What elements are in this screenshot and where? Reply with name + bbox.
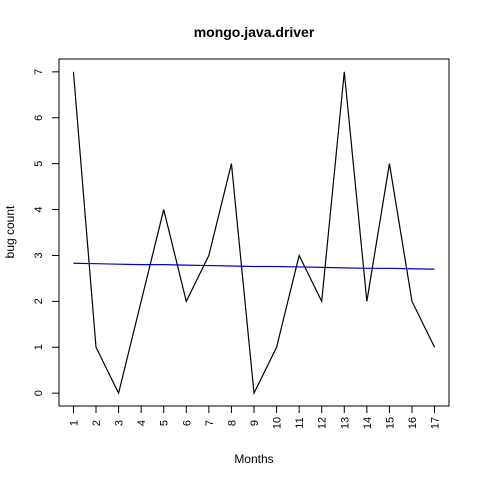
chart-title: mongo.java.driver	[194, 24, 315, 40]
x-tick-label: 2	[91, 420, 103, 426]
x-tick-label: 4	[136, 420, 148, 426]
x-tick-label: 10	[272, 417, 284, 429]
y-tick-label: 3	[33, 252, 45, 258]
bug-count-line	[72, 71, 436, 396]
x-tick-label: 8	[226, 420, 238, 426]
y-axis-label: bug count	[3, 205, 17, 258]
y-tick-label: 7	[33, 69, 45, 75]
x-tick-label: 13	[339, 417, 351, 429]
y-tick-label: 6	[33, 115, 45, 121]
x-tick-label: 5	[159, 420, 171, 426]
y-tick-label: 5	[33, 161, 45, 167]
x-tick-label: 1	[68, 420, 80, 426]
x-tick-label: 9	[249, 420, 261, 426]
x-tick-label: 6	[181, 420, 193, 426]
series-layer	[72, 71, 436, 396]
y-tick-label: 0	[33, 390, 45, 396]
x-tick-label: 14	[362, 417, 374, 429]
x-axis: 1 2 3 4 5 6 7 8 9 10 11 12 13 14 15 16 17	[68, 406, 442, 429]
x-tick-label: 15	[384, 417, 396, 429]
x-tick-label: 17	[430, 417, 442, 429]
trend-line	[73, 262, 435, 270]
x-tick-label: 7	[204, 420, 216, 426]
x-tick-label: 3	[114, 420, 126, 426]
x-tick-label: 12	[317, 417, 329, 429]
y-axis: 0 1 2 3 4 5 6 7	[33, 69, 59, 396]
y-tick-label: 2	[33, 298, 45, 304]
y-tick-label: 4	[33, 206, 45, 212]
x-tick-label: 16	[407, 417, 419, 429]
y-tick-label: 1	[33, 344, 45, 350]
x-tick-label: 11	[294, 417, 306, 428]
x-axis-label: Months	[234, 452, 273, 466]
